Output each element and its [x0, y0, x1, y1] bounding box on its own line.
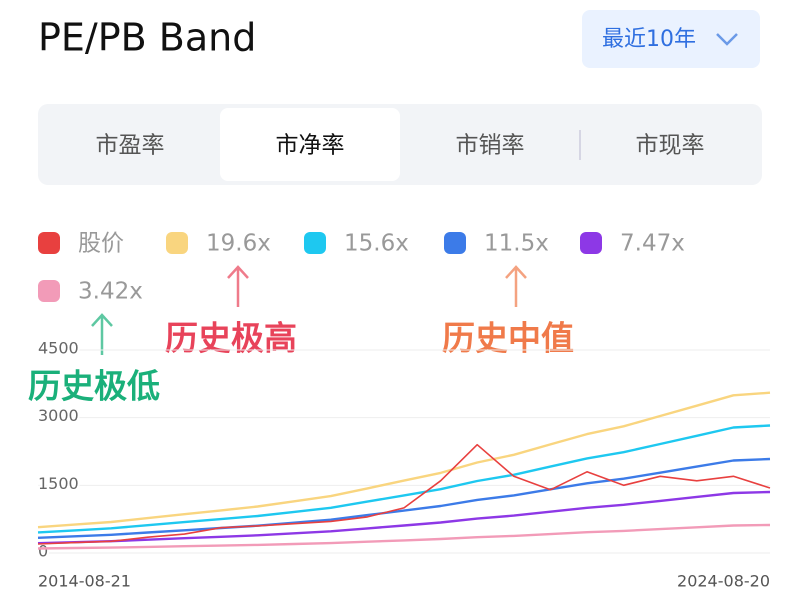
series-line [37, 443, 771, 545]
tab-label[interactable]: 市销率 [456, 133, 525, 159]
legend-swatch[interactable] [580, 232, 602, 254]
plot: 0 1500 3000 4500 2014-08-21 2024-08-20 [36, 337, 771, 591]
legend-swatch[interactable] [38, 232, 60, 254]
annotation-arrow [227, 265, 249, 307]
range-label[interactable]: 最近10年 [602, 27, 696, 52]
y-tick-label: 3000 [38, 406, 79, 425]
y-tick-label: 4500 [38, 339, 79, 358]
dropdown-chevron [716, 33, 738, 46]
annotation: 历史中值 [442, 319, 574, 358]
legend-swatch[interactable] [38, 280, 60, 302]
annotation-arrow [91, 313, 113, 355]
active-tab[interactable] [220, 108, 400, 181]
range-dropdown[interactable] [582, 10, 760, 68]
series-line [37, 490, 771, 545]
legend-label[interactable]: 3.42x [78, 279, 143, 305]
annotation-arrow [505, 265, 527, 307]
legend-label[interactable]: 19.6x [206, 231, 271, 257]
legend-swatch[interactable] [166, 232, 188, 254]
legend-swatch[interactable] [304, 232, 326, 254]
tabs: 市盈率 市净率 市销率 市现率 [96, 108, 705, 181]
tab-label[interactable]: 市盈率 [96, 133, 165, 159]
series-line [37, 523, 771, 550]
legend-swatch[interactable] [444, 232, 466, 254]
series-line [37, 424, 771, 534]
tab-label[interactable]: 市净率 [276, 133, 345, 159]
series-line [37, 391, 771, 529]
legend-label[interactable]: 11.5x [484, 231, 549, 257]
annotation: 历史极低 [28, 367, 160, 406]
x-tick-label: 2014-08-21 [38, 572, 131, 591]
legend-label[interactable]: 7.47x [620, 231, 685, 257]
legend-label[interactable]: 股价 [78, 231, 124, 257]
y-tick-label: 0 [38, 542, 48, 561]
series-line [37, 457, 771, 539]
annotation: 历史极高 [165, 319, 297, 358]
x-tick-label: 2024-08-20 [677, 572, 770, 591]
y-tick-label: 1500 [38, 474, 79, 493]
tab-label[interactable]: 市现率 [636, 133, 705, 159]
legend-label[interactable]: 15.6x [344, 231, 409, 257]
page-title: PE/PB Band [38, 16, 256, 60]
